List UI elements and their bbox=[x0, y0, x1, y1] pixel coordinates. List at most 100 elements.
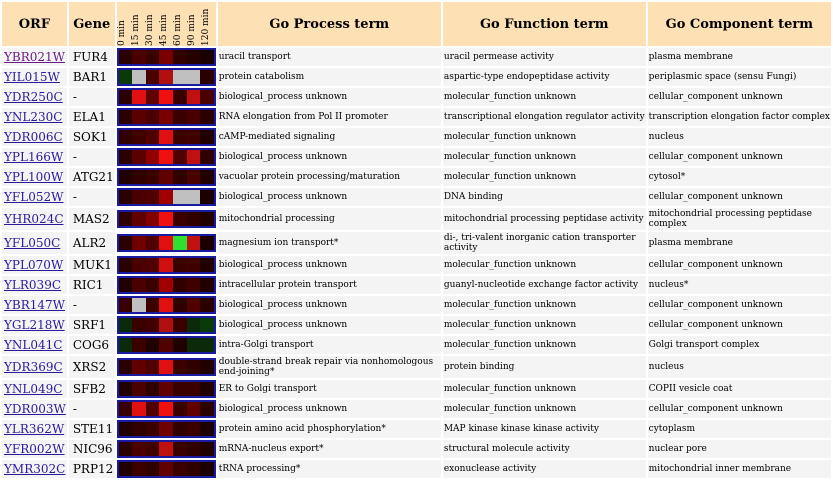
function-cell: guanyl-nucleotide exchange factor activi… bbox=[442, 276, 646, 294]
expression-heatmap bbox=[116, 296, 216, 314]
expression-swatch bbox=[186, 462, 201, 476]
orf-cell: YPL166W bbox=[2, 148, 67, 166]
table-row: YGL218W SRF1 biological_process unknown mol… bbox=[2, 316, 831, 334]
expression-swatch bbox=[132, 298, 146, 312]
expression-swatch bbox=[173, 318, 187, 332]
component-cell: cellular_component unknown bbox=[647, 88, 831, 106]
process-cell: tRNA processing* bbox=[217, 460, 441, 478]
expression-swatch bbox=[118, 442, 133, 456]
orf-link[interactable]: YFL052W bbox=[4, 190, 64, 204]
expression-swatch bbox=[186, 338, 201, 352]
expression-swatch bbox=[200, 258, 214, 272]
expression-heatmap bbox=[116, 336, 216, 354]
expression-swatch bbox=[200, 462, 214, 476]
orf-link[interactable]: YDR369C bbox=[4, 360, 63, 374]
expression-cell bbox=[116, 68, 216, 86]
orf-link[interactable]: YLR362W bbox=[4, 422, 65, 436]
orf-cell: YIL015W bbox=[2, 68, 67, 86]
expression-swatch bbox=[173, 422, 187, 436]
orf-link[interactable]: YNL230C bbox=[4, 110, 63, 124]
expression-cell bbox=[116, 276, 216, 294]
expression-swatch bbox=[159, 236, 174, 250]
expression-swatch bbox=[132, 190, 146, 204]
orf-link[interactable]: YBR021W bbox=[4, 50, 66, 64]
expression-swatch bbox=[173, 338, 187, 352]
expression-swatch bbox=[186, 360, 201, 374]
function-cell: transcriptional elongation regulator act… bbox=[442, 108, 646, 126]
expression-swatch bbox=[200, 190, 214, 204]
table-row: YNL049C SFB2 ER to Golgi transport molecula… bbox=[2, 380, 831, 398]
expression-cell bbox=[116, 420, 216, 438]
gene-cell: RIC1 bbox=[68, 276, 115, 294]
expression-swatch bbox=[118, 212, 133, 226]
expression-swatch bbox=[200, 382, 214, 396]
expression-swatch bbox=[145, 236, 160, 250]
expression-swatch bbox=[132, 258, 146, 272]
process-cell: biological_process unknown bbox=[217, 148, 441, 166]
orf-link[interactable]: YDR250C bbox=[4, 90, 63, 104]
gene-cell: ATG21 bbox=[68, 168, 115, 186]
expression-swatch bbox=[132, 170, 146, 184]
table-row: YHR024C MAS2 mitochondrial processing mitoc… bbox=[2, 208, 831, 230]
function-cell: MAP kinase kinase kinase activity bbox=[442, 420, 646, 438]
orf-link[interactable]: YNL049C bbox=[4, 382, 63, 396]
expression-swatch bbox=[159, 90, 174, 104]
expression-swatch bbox=[200, 402, 214, 416]
function-cell: molecular_function unknown bbox=[442, 256, 646, 274]
orf-link[interactable]: YFR002W bbox=[4, 442, 65, 456]
expression-swatch bbox=[159, 150, 174, 164]
orf-link[interactable]: YLR039C bbox=[4, 278, 62, 292]
expression-swatch bbox=[118, 422, 133, 436]
gene-cell: SOK1 bbox=[68, 128, 115, 146]
process-cell: double-strand break repair via nonhomolo… bbox=[217, 356, 441, 378]
expression-swatch bbox=[132, 130, 146, 144]
function-cell: di-, tri-valent inorganic cation transpo… bbox=[442, 232, 646, 254]
gene-cell: BAR1 bbox=[68, 68, 115, 86]
expression-swatch bbox=[132, 150, 146, 164]
expression-swatch bbox=[118, 382, 133, 396]
expression-swatch bbox=[118, 318, 133, 332]
gene-cell: COG6 bbox=[68, 336, 115, 354]
expression-swatch bbox=[145, 422, 160, 436]
orf-link[interactable]: YGL218W bbox=[4, 318, 65, 332]
gene-cell: PRP12 bbox=[68, 460, 115, 478]
expression-heatmap bbox=[116, 210, 216, 228]
expression-swatch bbox=[186, 170, 201, 184]
orf-link[interactable]: YPL100W bbox=[4, 170, 64, 184]
orf-cell: YGL218W bbox=[2, 316, 67, 334]
component-cell: nuclear pore bbox=[647, 440, 831, 458]
expression-swatch bbox=[186, 90, 201, 104]
expression-swatch bbox=[159, 318, 174, 332]
expression-swatch bbox=[186, 442, 201, 456]
orf-link[interactable]: YNL041C bbox=[4, 338, 63, 352]
component-cell: COPII vesicle coat bbox=[647, 380, 831, 398]
timepoint-label: 90 min bbox=[186, 14, 197, 46]
orf-link[interactable]: YFL050C bbox=[4, 236, 61, 250]
expression-swatch bbox=[159, 422, 174, 436]
expression-swatch bbox=[132, 110, 146, 124]
expression-swatch bbox=[186, 258, 201, 272]
expression-swatch bbox=[159, 338, 174, 352]
expression-swatch bbox=[173, 170, 187, 184]
expression-swatch bbox=[173, 150, 187, 164]
orf-link[interactable]: YHR024C bbox=[4, 212, 64, 226]
expression-swatch bbox=[200, 278, 214, 292]
orf-link[interactable]: YDR006C bbox=[4, 130, 63, 144]
orf-cell: YBR147W bbox=[2, 296, 67, 314]
expression-swatch bbox=[200, 236, 214, 250]
orf-link[interactable]: YPL166W bbox=[4, 150, 64, 164]
orf-link[interactable]: YMR302C bbox=[4, 462, 66, 476]
expression-swatch bbox=[173, 382, 187, 396]
orf-link[interactable]: YDR003W bbox=[4, 402, 66, 416]
expression-heatmap bbox=[116, 440, 216, 458]
orf-cell: YLR039C bbox=[2, 276, 67, 294]
expression-heatmap bbox=[116, 420, 216, 438]
orf-link[interactable]: YIL015W bbox=[4, 70, 60, 84]
expression-cell bbox=[116, 440, 216, 458]
gene-table: ORF Gene 0 min 15 min 30 min 45 min 60 min 90… bbox=[2, 2, 831, 478]
orf-link[interactable]: YPL070W bbox=[4, 258, 64, 272]
expression-swatch bbox=[200, 360, 214, 374]
expression-swatch bbox=[200, 50, 214, 64]
orf-link[interactable]: YBR147W bbox=[4, 298, 66, 312]
header-row: ORF Gene 0 min 15 min 30 min 45 min 60 min 90… bbox=[2, 2, 831, 46]
